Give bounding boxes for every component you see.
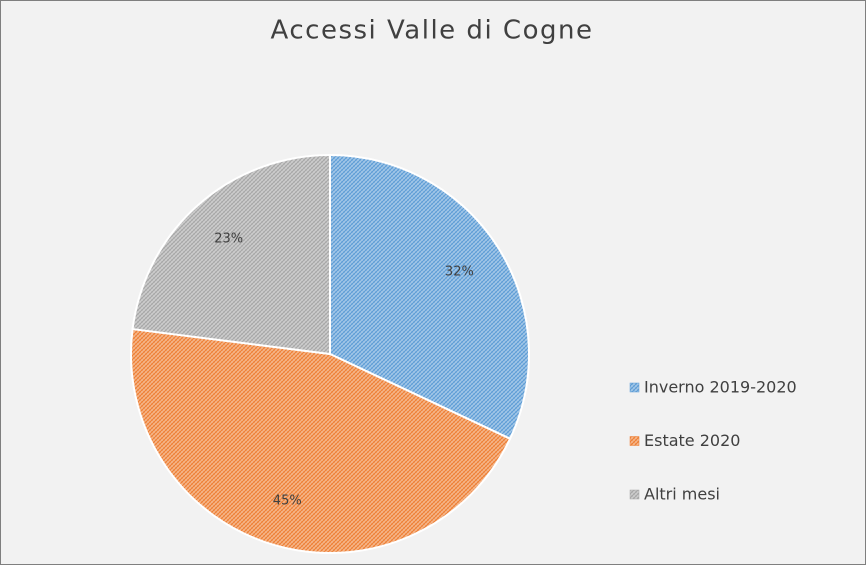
data-label: 32% [445,264,474,279]
pie-slice [131,153,331,356]
legend-swatch [629,489,640,500]
chart-title: Accessi Valle di Cogne [271,16,594,46]
pie-slice [130,327,512,554]
legend-swatch [629,436,640,446]
legend-swatch [629,382,640,393]
data-label: 23% [214,232,243,247]
legend-label: Estate 2020 [644,431,740,450]
data-label: 45% [273,494,302,509]
legend-label: Inverno 2019-2020 [644,378,797,397]
pie-slice [329,153,530,441]
legend-label: Altri mesi [644,485,720,504]
